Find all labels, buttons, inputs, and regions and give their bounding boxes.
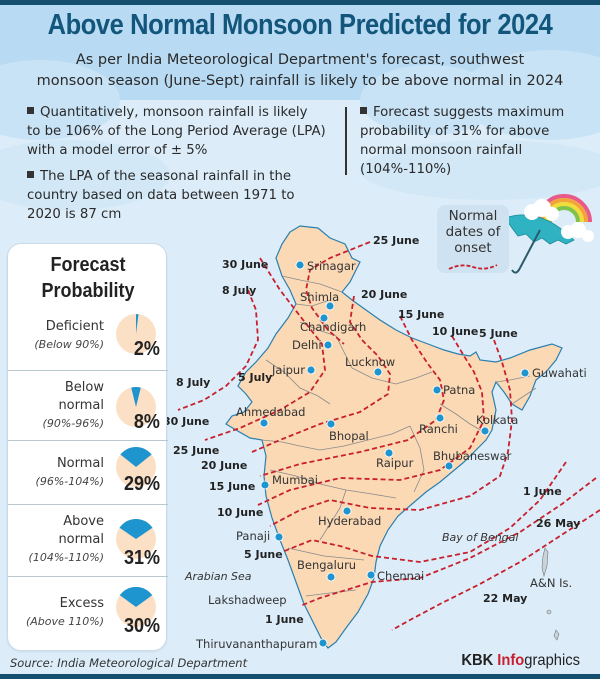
forecast-row-deficient: Deficient (Below 90%) 2% [8, 306, 168, 370]
bullet-divider [345, 107, 347, 175]
onset-date-label: 1 June [265, 613, 304, 626]
onset-date-label: 25 June [173, 444, 219, 457]
city-kolkata: Kolkata [476, 413, 518, 427]
pie-chart-icon [116, 447, 156, 487]
forecast-row-label: Above normal (104%-110%) [28, 514, 104, 564]
onset-date-label: 10 June [432, 325, 478, 338]
cloud-icon [524, 199, 594, 242]
onset-legend-text: Normal dates of onset [445, 208, 501, 256]
city-patna: Patna [443, 383, 475, 397]
bullet-square-icon [27, 171, 34, 178]
forecast-row-label: Below normal (90%-96%) [42, 380, 104, 430]
india-landmass [225, 225, 563, 649]
city-shimla: Shimla [300, 290, 339, 304]
city-jaipur: Jaipur [271, 363, 305, 377]
brand-logo: KBK Infographics [461, 652, 580, 669]
city-srinagar: Srinagar [307, 259, 356, 273]
page-title: Above Normal Monsoon Predicted for 2024 [47, 9, 553, 41]
bullet-square-icon [27, 107, 34, 114]
onset-date-label: 8 July [176, 376, 210, 389]
onset-lines [177, 241, 600, 631]
onset-date-label: 10 June [217, 506, 263, 519]
bullet-max-probability: Forecast suggests maximum probability of… [360, 105, 565, 177]
header-band [0, 5, 600, 140]
city-bhubaneswar: Bhubaneswar [433, 449, 512, 463]
forecast-row-value: 2% [133, 338, 160, 360]
bottom-border [0, 674, 600, 679]
forecast-row-value: 29% [123, 473, 160, 495]
onset-date-label: 22 May [483, 592, 527, 605]
city-delhi: Delhi [292, 338, 322, 352]
city-raipur: Raipur [376, 456, 414, 470]
forecast-row-value: 8% [133, 411, 160, 433]
forecast-row-normal: Normal (96%-104%) 29% [8, 440, 168, 504]
onset-date-label: 5 July [238, 371, 272, 384]
onset-date-label: 5 June [479, 327, 518, 340]
sea-arabian: Arabian Sea [184, 570, 252, 583]
onset-legend [437, 205, 509, 273]
forecast-row-excess: Excess (Above 110%) 30% [8, 576, 168, 650]
top-border [0, 0, 600, 5]
umbrella-icon [504, 214, 575, 245]
city-dots [259, 260, 530, 648]
sea-bay-of-bengal: Bay of Bengal [442, 531, 518, 544]
city-lucknow: Lucknow [345, 355, 395, 369]
forecast-row-value: 31% [123, 547, 160, 569]
forecast-row-above-normal: Above normal (104%-110%) 31% [8, 504, 168, 576]
city-ranchi: Ranchi [419, 422, 458, 436]
forecast-row-label: Normal (96%-104%) [35, 456, 104, 488]
bullet-square-icon [360, 107, 367, 114]
onset-date-label: 8 July [222, 284, 256, 297]
city-guwahati: Guwahati [532, 366, 587, 380]
andaman-nicobar-islands [541, 547, 560, 641]
city-chennai: Chennai [377, 569, 424, 583]
city-mumbai: Mumbai [272, 473, 318, 487]
pie-chart-icon [116, 387, 156, 427]
forecast-probability-title: Forecast Probability [41, 254, 135, 302]
state-borders [261, 275, 537, 597]
forecast-row-below-normal: Below normal (90%-96%) 8% [8, 370, 168, 440]
sea-labels: Arabian Sea Bay of Bengal Lakshadweep A&… [184, 531, 572, 607]
forecast-row-label: Deficient (Below 90%) [34, 319, 104, 351]
onset-date-label: 20 June [201, 459, 247, 472]
onset-date-label: 5 June [244, 548, 283, 561]
onset-date-label: 25 June [373, 234, 419, 247]
region-andaman-nicobar: A&N Is. [530, 576, 572, 590]
city-panaji: Panaji [236, 529, 270, 543]
pie-chart-icon [116, 587, 156, 627]
city-chandigarh: Chandigarh [300, 320, 366, 334]
pie-chart-icon [116, 314, 156, 354]
onset-legend-line-icon [448, 264, 498, 270]
bullet-lpa-definition: The LPA of the seasonal rainfall in the … [27, 169, 295, 222]
onset-date-label: 15 June [209, 480, 255, 493]
pie-chart-icon [116, 519, 156, 559]
onset-date-label: 30 June [222, 258, 268, 271]
bullet-lpa-forecast: Quantitatively, monsoon rainfall is like… [27, 105, 326, 158]
onset-date-label: 30 June [163, 415, 209, 428]
onset-date-label: 15 June [398, 308, 444, 321]
city-thiruvananthapuram: Thiruvananthapuram [195, 637, 317, 651]
forecast-row-label: Excess (Above 110%) [25, 596, 104, 628]
city-bhopal: Bhopal [329, 429, 369, 443]
forecast-row-value: 30% [123, 615, 160, 637]
region-lakshadweep: Lakshadweep [208, 593, 287, 607]
onset-date-label: 1 June [523, 485, 562, 498]
page-subtitle: As per India Meteorological Department's… [36, 52, 564, 89]
city-hyderabad: Hyderabad [318, 514, 381, 528]
umbrella-rainbow-illustration [504, 194, 594, 274]
forecast-probability-panel: Forecast Probability Deficient (Below 90… [7, 243, 168, 651]
onset-date-label: 20 June [361, 288, 407, 301]
city-ahmedabad: Ahmedabad [236, 405, 305, 419]
onset-date-labels: 25 June 30 June 8 July 20 June 15 June 1… [163, 234, 580, 626]
city-labels: Srinagar Shimla Chandigarh Delhi Jaipur … [195, 259, 587, 651]
onset-date-label: 26 May [536, 517, 580, 530]
source-credit: Source: India Meteorological Department [10, 656, 248, 670]
city-bengaluru: Bengaluru [297, 558, 356, 572]
